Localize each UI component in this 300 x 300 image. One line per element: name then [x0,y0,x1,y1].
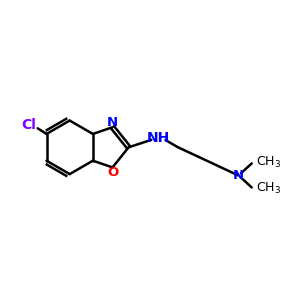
Text: CH$_3$: CH$_3$ [256,154,281,169]
Text: NH: NH [146,131,170,145]
Text: N: N [233,169,244,182]
Text: CH$_3$: CH$_3$ [256,181,281,196]
Text: O: O [107,166,118,179]
Text: Cl: Cl [22,118,37,132]
Text: N: N [107,116,118,129]
